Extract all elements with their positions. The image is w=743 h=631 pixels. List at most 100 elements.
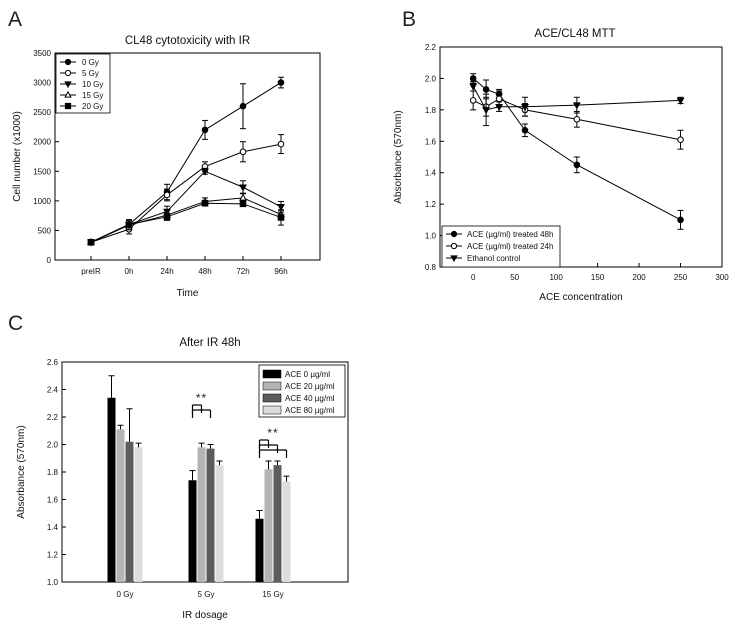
chart-b-point-ethanol-control xyxy=(676,97,685,105)
chart-b-point-ethanol-control xyxy=(482,107,491,115)
chart-a-line-0-gy xyxy=(90,82,282,243)
chart-b-plot-frame xyxy=(439,46,723,268)
panel-b-chart: ACE/CL48 MTT 0.8 1.0 1.2 1.4 1.6 1.8 2.0 2.2 0 50 1… xyxy=(393,28,729,303)
chart-c-x-tick-label-5-gy: 5 Gy xyxy=(198,590,215,599)
chart-a-y-axis-label: Cell number (x1000) xyxy=(12,111,23,202)
chart-c-bar-ace-40-g-ml-0-gy xyxy=(125,441,134,582)
chart-a-x-tick-label-72h: 72h xyxy=(236,267,249,276)
chart-a-x-tick-label-96h: 96h xyxy=(274,267,287,276)
chart-b-point-ethanol-control xyxy=(469,83,478,91)
chart-b-point-ethanol-control xyxy=(495,103,504,112)
chart-b-point-ace-g-ml-treated-48h xyxy=(677,216,684,224)
panel-letter-b: B xyxy=(402,8,416,31)
chart-b-point-ace-g-ml-treated-48h xyxy=(573,161,581,169)
chart-b-y-tick-label: 2.0 xyxy=(425,74,437,83)
chart-a-x-axis-label: Time xyxy=(177,288,199,299)
chart-b-point-ace-g-ml-treated-24h xyxy=(495,95,503,103)
chart-a-point-5-gy xyxy=(277,140,285,148)
chart-a-y-tick-label: 1500 xyxy=(33,167,51,176)
chart-c-legend-swatch-ace-40-g-ml xyxy=(262,393,282,403)
chart-a-y-tick-label: 3500 xyxy=(33,49,51,58)
chart-c-significance-5-gy: ** xyxy=(191,391,212,418)
chart-a-series-5-gy xyxy=(87,134,285,246)
chart-a-line-15-gy xyxy=(90,197,282,243)
chart-a-point-10-gy xyxy=(239,184,247,192)
chart-b-title: ACE/CL48 MTT xyxy=(534,28,615,40)
chart-c-x-axis-label: IR dosage xyxy=(182,610,228,621)
chart-a-y-tick-label: 2500 xyxy=(33,108,51,117)
chart-a-legend-label-20-gy: 20 Gy xyxy=(82,102,103,111)
chart-c-legend-swatch-ace-0-g-ml xyxy=(262,369,282,379)
chart-c-legend-label-ace-0-g-ml: ACE 0 µg/ml xyxy=(285,370,330,379)
chart-b-point-ace-g-ml-treated-24h xyxy=(469,97,477,104)
chart-a-series-10-gy xyxy=(87,167,285,247)
chart-a-point-20-gy xyxy=(277,214,285,221)
chart-b-y-axis-label: Absorbance (570nm) xyxy=(393,110,404,203)
chart-c-significance-15-gy: ** xyxy=(258,426,288,458)
chart-a-y-tick-label: 1000 xyxy=(33,197,51,206)
chart-b-y-tick-label: 1.8 xyxy=(425,106,437,115)
chart-b-series-ethanol-control xyxy=(469,81,685,127)
chart-c-y-tick-label: 2.2 xyxy=(47,413,59,422)
chart-b-y-tick-label: 1.2 xyxy=(425,200,437,209)
chart-a-plot-frame xyxy=(54,52,321,261)
chart-b-y-tick-label: 0.8 xyxy=(425,263,437,272)
chart-c-bar-ace-80-g-ml-15-gy xyxy=(282,481,291,582)
chart-a-legend-label-5-gy: 5 Gy xyxy=(82,69,99,78)
chart-c-series-ace-0-g-ml xyxy=(107,375,264,582)
chart-b-y-tick-label: 1.0 xyxy=(425,232,437,241)
panel-letter-a: A xyxy=(8,8,22,31)
chart-a-point-20-gy xyxy=(239,200,247,208)
chart-a-y-tick-label: 2000 xyxy=(33,138,51,147)
chart-b-x-tick-label: 200 xyxy=(632,273,646,282)
chart-a-point-0-gy xyxy=(239,102,247,110)
chart-c-bar-ace-20-g-ml-0-gy xyxy=(116,429,125,582)
chart-c-significance-label: ** xyxy=(267,426,278,440)
panel-c-chart: After IR 48h 1.0 1.2 1.4 1.6 1.8 2.0 2.2 2.4 2.6 0… xyxy=(16,337,349,621)
chart-c-y-tick-label: 1.0 xyxy=(47,578,59,587)
chart-a-legend-label-10-gy: 10 Gy xyxy=(82,80,103,89)
panel-a-chart: CL48 cytotoxicity with IR 0 500 1000 1500 200… xyxy=(12,35,321,299)
chart-b-legend-marker-ace-g-ml-treated-48h xyxy=(450,230,458,238)
chart-c-x-tick-label-15-gy: 15 Gy xyxy=(262,590,283,599)
chart-c-bar-ace-40-g-ml-5-gy xyxy=(206,448,215,582)
chart-a-point-0-gy xyxy=(201,126,209,134)
chart-b-y-tick-label: 1.6 xyxy=(425,137,437,146)
chart-a-legend-marker-10-gy xyxy=(64,81,72,89)
panel-letter-c: C xyxy=(8,312,23,335)
chart-a-point-15-gy xyxy=(239,193,247,201)
chart-b-point-ethanol-control xyxy=(572,102,581,110)
chart-b-x-tick-label: 300 xyxy=(715,273,729,282)
chart-a-series-0-gy xyxy=(87,76,285,246)
chart-c-bar-ace-0-g-ml-15-gy xyxy=(255,518,264,582)
chart-c-bar-ace-20-g-ml-5-gy xyxy=(197,447,206,582)
chart-b-point-ace-g-ml-treated-24h xyxy=(573,115,581,123)
chart-c-legend-label-ace-40-g-ml: ACE 40 µg/ml xyxy=(285,394,335,403)
chart-b-point-ace-g-ml-treated-48h xyxy=(482,86,490,93)
chart-a-legend-marker-0-gy xyxy=(64,58,72,66)
chart-a-x-tick-label-0h: 0h xyxy=(125,267,134,276)
chart-a-y-tick-label: 500 xyxy=(38,226,52,235)
chart-b-point-ace-g-ml-treated-48h xyxy=(469,75,477,82)
chart-c-title: After IR 48h xyxy=(179,337,240,349)
chart-a-legend-label-0-gy: 0 Gy xyxy=(82,58,99,67)
chart-c-significance-label: ** xyxy=(196,391,207,405)
chart-a-point-10-gy xyxy=(201,168,209,176)
chart-b-legend-marker-ace-g-ml-treated-24h xyxy=(450,242,458,250)
chart-c-bar-ace-0-g-ml-0-gy xyxy=(107,397,116,582)
chart-a-line-5-gy xyxy=(90,143,282,243)
chart-a-point-20-gy xyxy=(125,221,133,228)
chart-c-series-ace-80-g-ml xyxy=(134,442,291,582)
chart-c-legend-label-ace-80-g-ml: ACE 80 µg/ml xyxy=(285,406,335,415)
chart-a-y-tick-label: 0 xyxy=(47,256,52,265)
chart-c-y-tick-label: 1.4 xyxy=(47,523,59,532)
chart-c-series-ace-40-g-ml xyxy=(125,408,282,582)
chart-a-point-10-gy xyxy=(277,204,285,212)
chart-a-x-tick-label-preir: preIR xyxy=(81,267,101,276)
chart-a-point-20-gy xyxy=(201,199,209,207)
chart-c-legend-swatch-ace-80-g-ml xyxy=(262,405,282,415)
chart-a-point-0-gy xyxy=(277,79,285,86)
chart-c-bar-ace-80-g-ml-5-gy xyxy=(215,465,224,582)
chart-a-point-20-gy xyxy=(87,238,95,246)
chart-b-y-tick-label: 1.4 xyxy=(425,169,437,178)
